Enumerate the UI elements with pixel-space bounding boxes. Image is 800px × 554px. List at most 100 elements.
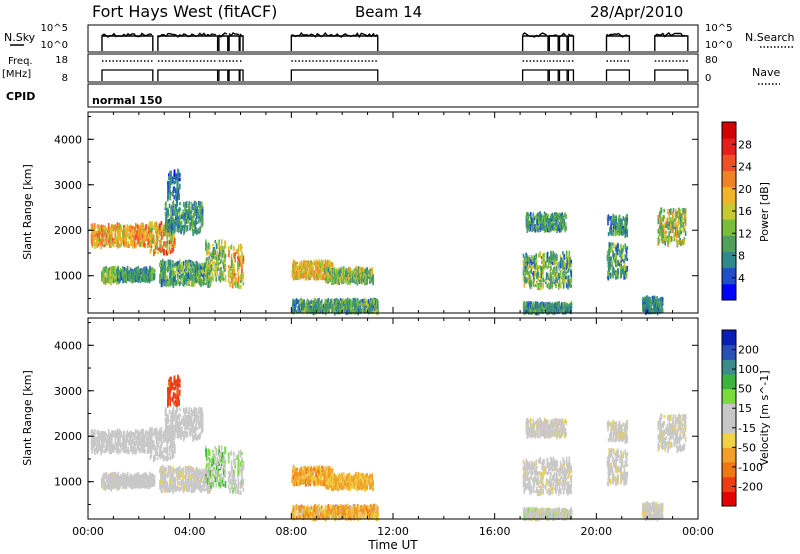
power-echo-cell xyxy=(239,258,241,266)
power-echo-cell xyxy=(96,224,99,229)
power-echo-cell xyxy=(181,262,183,269)
power-echo-cell xyxy=(241,268,243,273)
power-echo-cell xyxy=(314,273,316,279)
power-echo-cell xyxy=(530,280,533,287)
power-echo-cell xyxy=(672,227,674,233)
nsky-trace xyxy=(654,35,689,51)
noise-tick-top: 10^5 xyxy=(41,23,68,34)
power-echo-cell xyxy=(181,278,183,283)
power-echo-cell xyxy=(615,215,617,220)
power-echo-cell xyxy=(205,260,208,263)
power-echo-cell xyxy=(304,266,306,274)
freq-tick-bottom: 8 xyxy=(62,73,68,84)
power-echo-cell xyxy=(299,275,301,280)
power-echo-cell xyxy=(96,236,99,242)
power-echo-cell xyxy=(193,225,195,228)
power-echo-cell xyxy=(553,281,555,285)
power-echo-cell xyxy=(207,248,209,255)
power-echo-cell xyxy=(185,201,188,208)
power-echo-cell xyxy=(191,274,193,278)
power-echo-cell xyxy=(199,266,201,273)
power-echo-cell xyxy=(176,177,178,180)
power-echo-cell xyxy=(309,301,311,307)
power-echo-cell xyxy=(215,276,217,282)
power-echo-cell xyxy=(168,233,170,237)
power-echo-cell xyxy=(562,264,564,270)
power-echo-cell xyxy=(185,267,187,271)
power-echo-cell xyxy=(116,268,118,272)
power-echo-cell xyxy=(151,236,154,241)
power-echo-cell xyxy=(170,192,172,195)
power-echo-cell xyxy=(309,307,312,311)
freq-unit-label: [MHz] xyxy=(2,69,31,80)
power-echo-cell xyxy=(208,258,211,265)
power-echo-cell xyxy=(235,252,237,255)
nsearch-trace xyxy=(101,32,153,38)
power-echo-cell xyxy=(570,263,573,268)
power-echo-cell xyxy=(220,271,223,278)
power-echo-cell xyxy=(142,276,145,280)
power-echo-cell xyxy=(668,225,670,230)
power-echo-cell xyxy=(198,267,200,270)
power-echo-cell xyxy=(345,280,347,283)
power-echo-cell xyxy=(104,244,107,248)
power-echo-cell xyxy=(192,265,195,270)
power-echo-cell xyxy=(368,270,370,277)
power-echo-cell xyxy=(322,260,325,267)
power-echo-cell xyxy=(164,270,167,277)
power-echo-cell xyxy=(106,277,108,283)
power-echo-cell xyxy=(168,173,170,177)
power-echo-cell xyxy=(348,274,350,281)
power-echo-cell xyxy=(170,238,173,246)
power-echo-cell xyxy=(564,260,566,268)
power-echo-cell xyxy=(187,274,189,280)
power-echo-cell xyxy=(334,278,337,284)
power-echo-cell xyxy=(165,261,167,266)
power-echo-cell xyxy=(349,267,351,273)
freq-trace xyxy=(521,69,549,81)
power-echo-cell xyxy=(323,264,326,270)
power-echo-cell xyxy=(92,234,95,238)
freq-trace xyxy=(218,69,229,81)
power-echo-cell xyxy=(184,212,186,219)
power-echo-cell xyxy=(150,229,153,235)
power-echo-cell xyxy=(91,236,94,244)
power-echo-cell xyxy=(173,180,175,185)
power-echo-cell xyxy=(175,189,177,194)
nsky-trace xyxy=(521,35,549,51)
power-echo-cell xyxy=(183,227,186,234)
power-echo-cell xyxy=(109,226,112,229)
power-echo-cell xyxy=(187,209,189,215)
power-echo-cell xyxy=(107,236,109,240)
power-echo-cell xyxy=(177,172,180,179)
power-echo-cell xyxy=(204,274,207,279)
power-echo-cell xyxy=(294,306,296,312)
power-echo-cell xyxy=(135,225,138,227)
power-echo-cell xyxy=(611,244,613,250)
power-echo-cell xyxy=(342,301,345,306)
power-echo-cell xyxy=(238,275,240,283)
power-echo-cell xyxy=(130,225,133,232)
power-echo-cell xyxy=(672,213,675,219)
power-echo-cell xyxy=(305,304,308,311)
power-echo-cell xyxy=(366,273,368,280)
power-echo-cell xyxy=(172,216,174,224)
power-echo-cell xyxy=(120,242,123,246)
power-echo-cell xyxy=(162,275,164,278)
power-echo-cell xyxy=(113,239,116,242)
power-echo-cell xyxy=(92,228,95,235)
power-echo-cell xyxy=(304,259,306,267)
power-echo-cell xyxy=(144,243,146,248)
freq-trace xyxy=(101,69,154,81)
power-echo-cell xyxy=(154,239,156,246)
power-echo-cell xyxy=(327,280,330,284)
power-echo-cell xyxy=(193,205,196,210)
power-echo-cell xyxy=(329,280,332,283)
power-echo-cell xyxy=(208,263,210,269)
power-echo-cell xyxy=(170,211,172,217)
power-echo-cell xyxy=(307,300,310,307)
power-echo-cell xyxy=(522,259,525,263)
nsearch-trace xyxy=(291,32,378,39)
power-echo-cell xyxy=(188,206,191,211)
power-echo-cell xyxy=(237,258,239,263)
